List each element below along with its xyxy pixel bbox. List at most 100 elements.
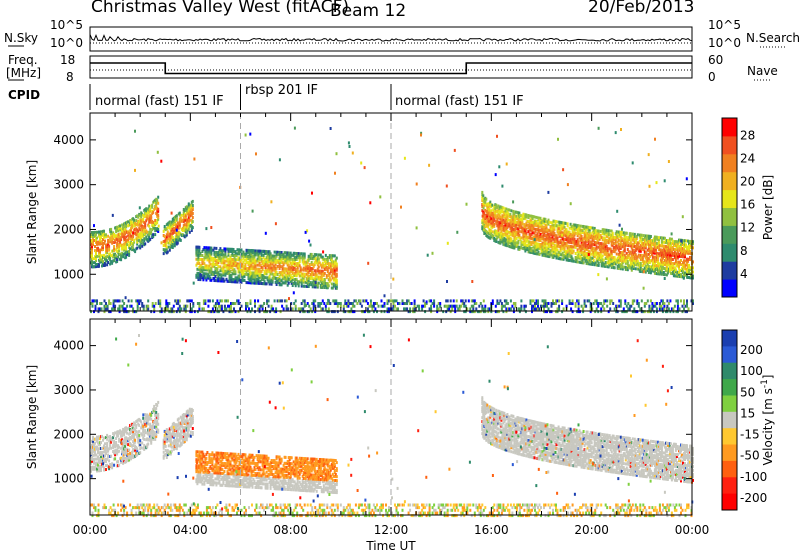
data-cell	[501, 222, 504, 226]
data-cell	[302, 307, 305, 311]
data-cell	[667, 241, 670, 245]
data-cell	[230, 304, 232, 308]
data-cell	[572, 249, 575, 253]
data-cell	[594, 249, 597, 253]
data-cell	[537, 242, 540, 246]
data-cell	[540, 243, 543, 247]
data-cell	[335, 274, 338, 278]
data-cell	[562, 223, 565, 227]
data-cell	[103, 231, 105, 235]
data-cell	[567, 232, 570, 236]
data-cell	[333, 268, 336, 272]
data-cell	[291, 307, 294, 311]
data-cell	[229, 261, 232, 265]
data-cell	[222, 271, 225, 275]
data-cell	[351, 304, 354, 308]
data-cell	[197, 257, 200, 261]
data-cell	[284, 299, 287, 303]
data-cell	[655, 266, 658, 269]
data-cell	[175, 238, 178, 242]
data-cell	[195, 263, 198, 267]
data-cell	[300, 284, 303, 288]
data-cell	[532, 225, 535, 229]
data-cell	[525, 215, 528, 219]
data-cell	[550, 243, 553, 247]
data-cell	[276, 273, 279, 276]
data-cell	[610, 251, 613, 255]
data-cell	[225, 269, 228, 273]
data-cell	[308, 283, 311, 287]
data-cell	[665, 255, 668, 259]
data-cell	[676, 250, 679, 254]
data-cell	[311, 281, 314, 285]
data-cell	[334, 258, 337, 262]
data-cell	[254, 281, 257, 285]
data-cell	[382, 304, 384, 308]
data-cell	[624, 243, 627, 247]
data-cell	[683, 241, 685, 245]
data-cell	[690, 256, 692, 260]
data-cell	[258, 310, 261, 314]
data-cell	[619, 241, 622, 244]
data-cell	[99, 250, 101, 254]
data-cell	[540, 249, 543, 253]
data-cell	[524, 241, 527, 245]
data-cell	[678, 266, 680, 270]
data-cell	[503, 212, 506, 216]
data-cell	[561, 231, 564, 235]
data-cell	[240, 280, 243, 284]
data-cell	[653, 243, 656, 247]
data-cell	[224, 247, 227, 251]
data-cell	[214, 275, 217, 278]
data-cell	[321, 279, 324, 283]
data-cell	[113, 247, 116, 250]
data-cell	[262, 278, 265, 282]
data-cell	[632, 236, 635, 240]
data-cell	[198, 245, 201, 249]
data-cell	[631, 256, 634, 260]
data-cell	[593, 233, 596, 236]
data-cell	[203, 274, 206, 278]
data-cell	[515, 222, 518, 226]
data-cell	[428, 299, 431, 303]
data-cell	[147, 307, 150, 311]
data-cell	[166, 230, 169, 234]
data-cell	[644, 250, 647, 254]
data-cell	[655, 241, 658, 245]
data-cell	[543, 219, 546, 223]
data-cell	[335, 280, 338, 284]
data-cell	[115, 254, 118, 258]
data-cell	[322, 273, 325, 277]
data-cell	[142, 304, 145, 308]
data-cell	[223, 265, 226, 269]
data-cell	[674, 262, 677, 266]
data-cell	[655, 251, 658, 255]
data-cell	[613, 250, 616, 254]
data-cell	[268, 278, 271, 282]
data-cell	[692, 260, 694, 264]
data-cell	[568, 230, 571, 234]
data-cell	[168, 248, 171, 252]
data-cell	[543, 237, 546, 241]
data-cell	[574, 223, 577, 227]
data-cell	[521, 222, 524, 226]
data-cell	[132, 231, 135, 235]
data-cell	[244, 262, 247, 266]
data-cell	[654, 259, 657, 263]
data-cell	[620, 263, 623, 267]
data-cell	[646, 248, 649, 252]
data-cell	[646, 264, 649, 268]
data-cell	[643, 266, 646, 270]
data-cell	[254, 261, 257, 265]
data-cell	[431, 302, 434, 305]
data-cell	[229, 255, 232, 259]
data-cell	[230, 302, 232, 305]
data-cell	[108, 302, 111, 305]
data-cell	[91, 304, 94, 308]
data-cell	[286, 279, 289, 283]
data-cell	[216, 310, 219, 314]
data-cell	[433, 299, 436, 303]
data-cell	[108, 244, 111, 248]
data-cell	[214, 256, 217, 260]
data-cell	[219, 269, 222, 273]
